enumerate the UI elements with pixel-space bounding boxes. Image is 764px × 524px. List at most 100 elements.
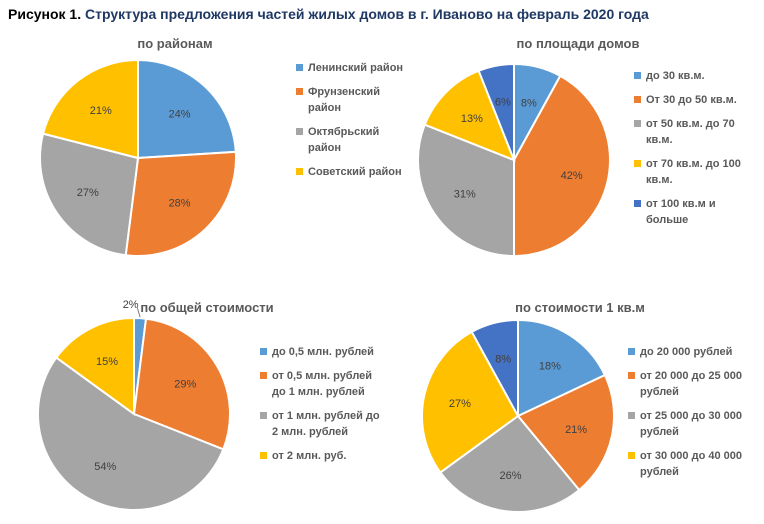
pie-slice xyxy=(517,318,607,418)
data-label: 31% xyxy=(454,188,476,200)
figure-label: Рисунок 1. xyxy=(8,6,82,22)
chart-title-districts: по районам xyxy=(137,36,213,51)
legend-label: Фрунзенский район xyxy=(308,86,380,114)
legend-label: до 0,5 млн. рублей xyxy=(272,346,374,358)
legend-item: от 70 кв.м. до 100 кв.м. xyxy=(634,156,758,188)
data-label: 13% xyxy=(461,113,483,125)
pie-chart-districts: 24% 28% 27% 21% xyxy=(39,58,237,257)
legend-swatch xyxy=(260,348,267,355)
legend-sqm-cost: до 20 000 рублей от 20 000 до 25 000 рубл… xyxy=(628,344,754,488)
legend-label: от 2 млн. руб. xyxy=(272,450,347,462)
legend-item: от 50 кв.м. до 70 кв.м. xyxy=(634,116,758,148)
data-label: 18% xyxy=(539,361,561,373)
data-label: 6% xyxy=(495,97,511,109)
legend-swatch xyxy=(634,72,641,79)
chart-title-sqm-cost: по стоимости 1 кв.м xyxy=(515,300,645,315)
pie-slice xyxy=(516,373,615,492)
legend-label: от 1 млн. рублей до 2 млн. рублей xyxy=(272,410,380,438)
legend-label: от 20 000 до 25 000 рублей xyxy=(640,370,742,398)
legend-item: Ленинский район xyxy=(296,60,408,76)
data-label: 24% xyxy=(169,109,191,121)
data-label: 54% xyxy=(94,461,116,473)
legend-swatch xyxy=(634,200,641,207)
legend-swatch xyxy=(628,452,635,459)
pie-slice xyxy=(124,150,237,257)
legend-item: Октябрьский район xyxy=(296,124,408,156)
legend-item: до 30 кв.м. xyxy=(634,68,758,84)
pie-slice xyxy=(37,356,225,511)
chart-title-area: по площади домов xyxy=(516,36,640,51)
pie-slice xyxy=(470,318,519,417)
legend-item: Фрунзенский район xyxy=(296,84,408,116)
pie-slice xyxy=(417,123,515,258)
pie-slice xyxy=(477,62,515,161)
pie-chart-total-cost: 2% 29% 54% 15% xyxy=(37,299,231,511)
pie-slice xyxy=(39,132,140,257)
legend-item: от 100 кв.м и больше xyxy=(634,196,758,228)
data-label: 15% xyxy=(96,356,118,368)
legend-swatch xyxy=(296,128,303,135)
pie-slice xyxy=(513,74,611,258)
legend-label: от 25 000 до 30 000 рублей xyxy=(640,410,742,438)
legend-swatch xyxy=(296,168,303,175)
data-label: 29% xyxy=(174,379,196,391)
legend-districts: Ленинский район Фрунзенский район Октябрьс… xyxy=(296,60,408,188)
data-label: 2% xyxy=(123,299,139,311)
legend-swatch xyxy=(634,96,641,103)
data-label: 26% xyxy=(500,470,522,482)
data-label: 27% xyxy=(77,187,99,199)
legend-label: Октябрьский район xyxy=(308,126,380,154)
pie-chart-area: 8% 42% 31% 13% 6% xyxy=(417,62,611,258)
legend-label: Советский район xyxy=(308,166,402,178)
legend-item: до 0,5 млн. рублей xyxy=(260,344,384,360)
legend-label: до 20 000 рублей xyxy=(640,346,733,358)
legend-swatch xyxy=(260,372,267,379)
leader-line xyxy=(136,308,141,318)
legend-swatch xyxy=(628,372,635,379)
legend-label: Ленинский район xyxy=(308,62,404,74)
legend-label: от 70 кв.м. до 100 кв.м. xyxy=(646,158,741,186)
legend-label: от 0,5 млн. рублей до 1 млн. рублей xyxy=(272,370,373,398)
legend-area: до 30 кв.м. От 30 до 50 кв.м. от 50 кв.м. … xyxy=(634,68,758,236)
pie-slice xyxy=(438,414,581,513)
legend-item: Советский район xyxy=(296,164,408,180)
legend-swatch xyxy=(628,348,635,355)
legend-item: от 25 000 до 30 000 рублей xyxy=(628,408,754,440)
legend-item: от 30 000 до 40 000 рублей xyxy=(628,448,754,480)
legend-swatch xyxy=(296,64,303,71)
figure-title: Рисунок 1. Структура предложения частей … xyxy=(8,6,649,22)
data-label: 42% xyxy=(561,170,583,182)
legend-label: от 100 кв.м и больше xyxy=(646,198,716,226)
data-label: 21% xyxy=(565,424,587,436)
legend-swatch xyxy=(628,412,635,419)
legend-swatch xyxy=(296,88,303,95)
data-label: 8% xyxy=(521,97,537,109)
data-label: 21% xyxy=(90,105,112,117)
legend-total-cost: до 0,5 млн. рублей от 0,5 млн. рублей до … xyxy=(260,344,384,472)
legend-swatch xyxy=(634,120,641,127)
legend-swatch xyxy=(634,160,641,167)
legend-item: от 2 млн. руб. xyxy=(260,448,384,464)
legend-label: От 30 до 50 кв.м. xyxy=(646,94,737,106)
chart-title-total-cost: по общей стоимости xyxy=(140,300,274,315)
data-label: 8% xyxy=(495,353,511,365)
pie-chart-sqm-cost: 18% 21% 26% 27% 8% xyxy=(421,318,615,513)
legend-swatch xyxy=(260,452,267,459)
legend-item: от 20 000 до 25 000 рублей xyxy=(628,368,754,400)
pie-slice xyxy=(132,317,231,451)
pie-slice xyxy=(41,58,139,160)
legend-item: до 20 000 рублей xyxy=(628,344,754,360)
data-label: 27% xyxy=(449,398,471,410)
legend-label: до 30 кв.м. xyxy=(646,70,705,82)
legend-item: от 1 млн. рублей до 2 млн. рублей xyxy=(260,408,384,440)
pie-slice xyxy=(421,330,520,474)
legend-label: от 50 кв.м. до 70 кв.м. xyxy=(646,118,735,146)
legend-item: от 0,5 млн. рублей до 1 млн. рублей xyxy=(260,368,384,400)
pie-slice xyxy=(54,316,135,416)
pie-slice xyxy=(423,69,516,162)
data-label: 28% xyxy=(169,197,191,209)
figure-title-text: Структура предложения частей жилых домов… xyxy=(85,6,649,22)
legend-item: От 30 до 50 кв.м. xyxy=(634,92,758,108)
legend-label: от 30 000 до 40 000 рублей xyxy=(640,450,742,478)
pie-slice xyxy=(137,58,237,160)
